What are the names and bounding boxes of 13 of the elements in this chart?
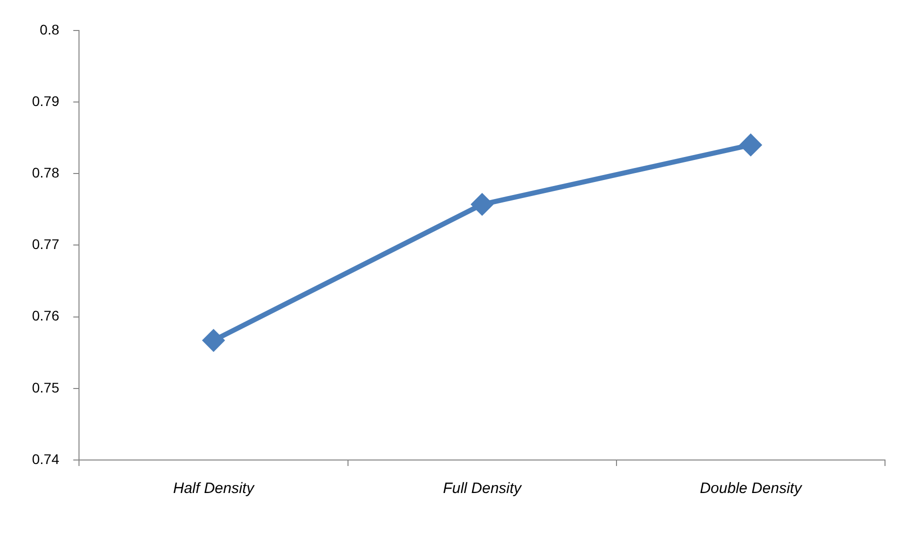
x-tick-label: Double Density [700, 480, 804, 498]
y-tick-label: 0.74 [32, 450, 60, 467]
point [203, 330, 224, 351]
y-tick-label: 0.79 [32, 92, 60, 109]
x-tick-label: Half Density [173, 480, 256, 498]
y-tick-label: 0.8 [40, 21, 60, 38]
y-tick-label: 0.78 [32, 164, 60, 180]
y-tick-label: 0.76 [32, 308, 60, 324]
point [740, 134, 762, 156]
y-tick-label: 0.75 [32, 379, 60, 396]
x-tick-label: Full Density [442, 480, 523, 498]
point [472, 194, 493, 215]
y-tick-label: 0.77 [32, 236, 60, 252]
